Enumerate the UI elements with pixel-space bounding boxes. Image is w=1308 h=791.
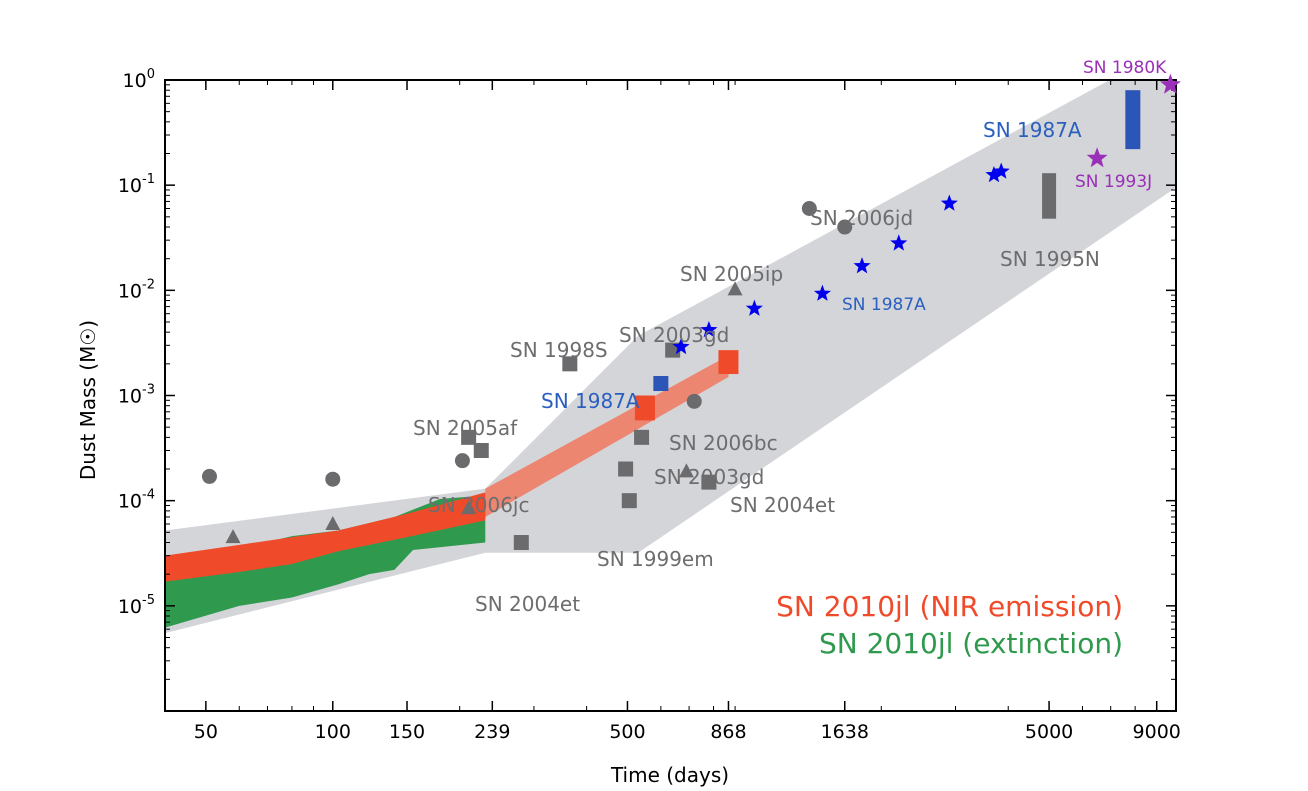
- annotation-sn1999em: SN 1999em: [597, 547, 714, 571]
- sn1987a-star-point-6: [890, 234, 908, 251]
- y-tick-label--2: 10-2: [118, 277, 155, 302]
- annotation-sn2005ip: SN 2005ip: [680, 262, 783, 286]
- sn1987a-bar: [1125, 90, 1141, 150]
- annotation-sn1995n: SN 1995N: [1000, 247, 1100, 271]
- nir-extrapolation-band: [485, 355, 729, 517]
- x-tick-label-1638: 1638: [821, 721, 869, 743]
- y-tick-label--3: 10-3: [118, 383, 155, 408]
- purple-star-point-2: [1160, 73, 1181, 94]
- sn1987a-star-point-5: [853, 257, 871, 274]
- nir-point-1: [634, 395, 655, 421]
- gray-circle-point-2: [325, 471, 341, 487]
- axis-ticks: [164, 79, 1176, 711]
- annotation-sn2006bc: SN 2006bc: [669, 431, 778, 455]
- gray-triangle-point-11: [727, 281, 743, 296]
- annotation-sn1987a-left: SN 1987A: [541, 389, 640, 413]
- annotation-sn2005af: SN 2005af: [413, 416, 518, 440]
- y-tick-label--5: 10-5: [118, 593, 155, 618]
- sn1987a-star-point-1: [672, 337, 690, 355]
- sn1987a-star-point-8: [985, 166, 1003, 183]
- gray-circle-point-3: [454, 453, 470, 469]
- annotation-sn1987a-top: SN 1987A: [983, 118, 1082, 142]
- gray-square-point-18: [634, 429, 650, 445]
- gray-square-point-15: [562, 356, 578, 372]
- x-tick-label-50: 50: [194, 721, 218, 743]
- gray-square-point-13: [473, 442, 489, 458]
- x-tick-label-150: 150: [389, 721, 425, 743]
- gray-circle-point-5: [801, 200, 817, 216]
- nir-point-2: [718, 350, 739, 375]
- legend-entry-1: SN 2010jl (NIR emission): [776, 590, 1123, 623]
- gray-triangle-point-7: [225, 529, 241, 544]
- sn1987a-square-point: [653, 376, 669, 392]
- purple-star-point-1: [1086, 147, 1108, 168]
- legend: SN 2010jl (NIR emission) SN 2010jl (extin…: [776, 590, 1123, 660]
- gray-square-point-20: [701, 474, 717, 490]
- annotation-sn2004et-right: SN 2004et: [730, 493, 835, 517]
- series-nir-emission-area: [165, 492, 486, 582]
- x-axis-label: Time (days): [610, 763, 729, 787]
- annotation-sn1987a-mid: SN 1987A: [842, 295, 926, 315]
- purple-star-points: [1086, 73, 1181, 168]
- annotation-sn1980k: SN 1980K: [1083, 58, 1167, 78]
- x-tick-label-100: 100: [315, 721, 351, 743]
- annotation-sn1998s: SN 1998S: [510, 338, 608, 362]
- tick-labels: 50 100 150 239 500 868 1638 5000 9000 10-5 10-4 10-…: [118, 67, 1181, 743]
- sn1987a-star-point-9: [992, 162, 1010, 179]
- gray-triangle-point-10: [678, 463, 694, 478]
- gray-circle-point-6: [837, 219, 853, 235]
- gray-circle-point-4: [686, 393, 702, 409]
- gray-triangle-point-9: [461, 500, 477, 515]
- annotation-sn2006jd: SN 2006jd: [810, 206, 913, 230]
- annotations: SN 1998S SN 2003gd SN 2005ip SN 2006jd SN 19…: [413, 58, 1167, 616]
- x-tick-label-239: 239: [474, 721, 510, 743]
- annotation-sn2003gd-top: SN 2003gd: [619, 323, 729, 347]
- gray-square-point-16: [618, 461, 634, 477]
- x-tick-label-500: 500: [609, 721, 645, 743]
- plot-area: [165, 80, 1176, 634]
- gray-circle-point-1: [201, 468, 217, 484]
- gray-triangle-point-8: [325, 515, 341, 530]
- sn1987a-star-point-4: [813, 284, 831, 301]
- gray-square-point-17: [621, 493, 637, 509]
- y-tick-label--1: 10-1: [118, 172, 155, 197]
- annotation-sn2003gd-bottom: SN 2003gd: [654, 465, 764, 489]
- gray-square-point-12: [461, 429, 477, 445]
- x-tick-label-9000: 9000: [1133, 721, 1181, 743]
- y-tick-label-0: 100: [123, 67, 155, 92]
- sn1987a-star-point-7: [940, 194, 958, 211]
- annotation-sn2006jc: SN 2006jc: [428, 493, 529, 517]
- y-tick-label--4: 10-4: [118, 488, 155, 513]
- annotation-sn1993j: SN 1993J: [1075, 172, 1152, 192]
- sn1995n-bar: [1042, 173, 1057, 219]
- gray-square-point-14: [513, 535, 529, 551]
- x-tick-label-868: 868: [710, 721, 746, 743]
- annotation-sn2004et-bottom: SN 2004et: [475, 592, 580, 616]
- y-axis-label: Dust Mass (M☉): [76, 320, 100, 480]
- legend-entry-2: SN 2010jl (extinction): [819, 627, 1123, 660]
- sn1987a-star-point-3: [745, 299, 763, 316]
- sn1987a-star-point-2: [700, 321, 718, 338]
- x-tick-label-5000: 5000: [1025, 721, 1073, 743]
